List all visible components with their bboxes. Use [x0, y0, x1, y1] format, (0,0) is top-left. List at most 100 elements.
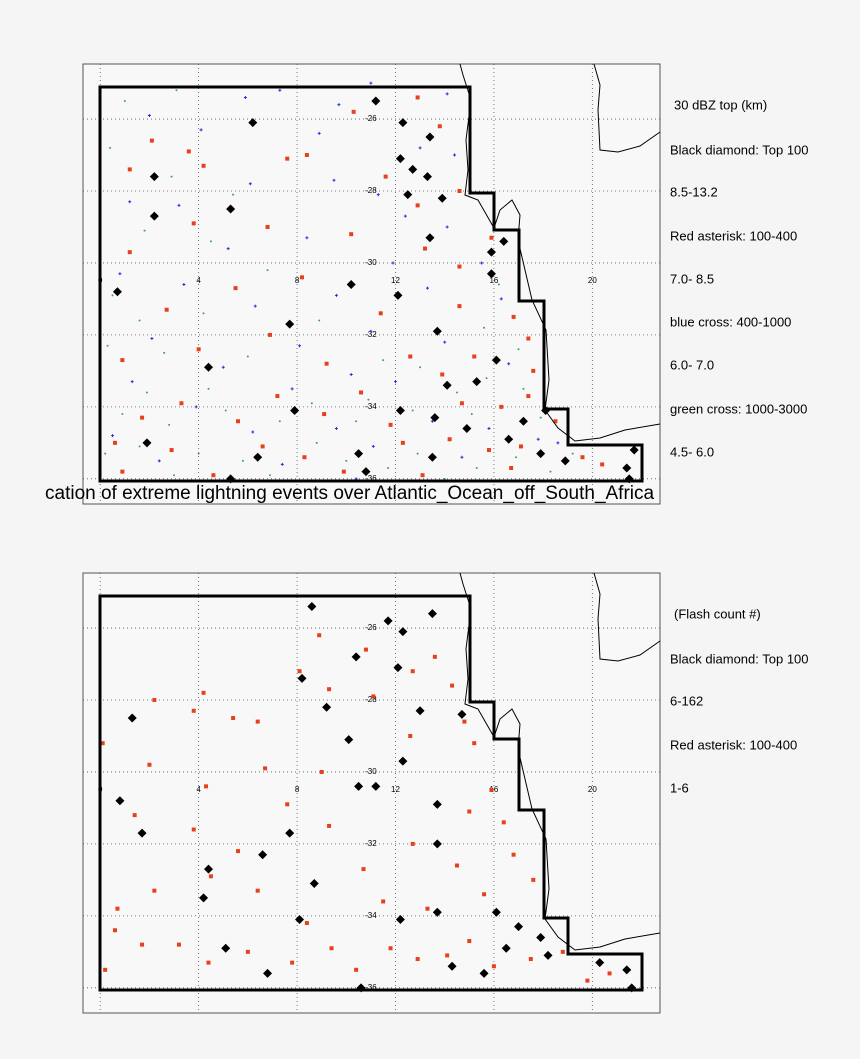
- y-tick-label: -28: [365, 186, 377, 195]
- cross-marker: [391, 261, 395, 265]
- asterisk-marker: [186, 149, 191, 154]
- asterisk-marker: [511, 852, 516, 857]
- y-tick-label: -36: [365, 474, 377, 483]
- x-tick-label: 12: [391, 785, 400, 794]
- region-box: [98, 594, 644, 992]
- asterisk-marker: [351, 109, 356, 114]
- asterisk-marker: [140, 942, 145, 947]
- cross-marker: [403, 214, 407, 218]
- asterisk-marker: [531, 877, 536, 882]
- asterisk-marker: [408, 733, 413, 738]
- asterisk-marker: [457, 264, 462, 269]
- diamond-marker: [504, 434, 514, 444]
- dot-marker: [232, 193, 235, 196]
- y-tick-label: -32: [365, 839, 377, 848]
- cross-marker: [251, 430, 255, 434]
- asterisk-marker: [152, 888, 157, 893]
- cross-marker: [425, 286, 429, 290]
- dot-marker: [315, 441, 318, 444]
- dot-marker: [202, 312, 205, 315]
- legend-entry: (Flash count #): [674, 606, 761, 621]
- dot-marker: [483, 326, 486, 329]
- diamond-marker: [514, 922, 524, 932]
- cross-marker: [393, 380, 397, 384]
- dot-marker: [416, 452, 419, 455]
- asterisk-marker: [415, 957, 420, 962]
- cross-marker: [453, 153, 457, 157]
- dot-marker: [123, 100, 126, 103]
- dot-marker: [475, 467, 478, 470]
- asterisk-marker: [518, 444, 523, 449]
- diamond-marker: [149, 211, 159, 221]
- diamond-marker: [344, 735, 354, 745]
- cross-marker: [278, 88, 282, 92]
- asterisk-marker: [482, 892, 487, 897]
- asterisk-marker: [302, 455, 307, 460]
- y-tick-label: -28: [365, 695, 377, 704]
- cross-marker: [157, 459, 161, 463]
- asterisk-marker: [472, 741, 477, 746]
- asterisk-marker: [275, 394, 280, 399]
- asterisk-marker: [290, 960, 295, 965]
- y-tick-label: -32: [365, 330, 377, 339]
- asterisk-marker: [450, 683, 455, 688]
- cross-marker: [376, 193, 380, 197]
- x-tick-label: 12: [391, 276, 400, 285]
- asterisk-marker: [440, 372, 445, 377]
- x-tick-label: 16: [489, 276, 498, 285]
- asterisk-marker: [491, 964, 496, 969]
- asterisk-marker: [420, 473, 425, 478]
- cross-marker: [111, 434, 115, 438]
- asterisk-marker: [120, 358, 125, 363]
- asterisk-marker: [127, 167, 132, 172]
- asterisk-marker: [329, 946, 334, 951]
- asterisk-marker: [486, 448, 491, 453]
- asterisk-marker: [176, 942, 181, 947]
- asterisk-marker: [140, 415, 145, 420]
- legend-entry: 8.5-13.2: [670, 184, 718, 199]
- cross-marker: [499, 297, 503, 301]
- diamond-marker: [203, 362, 213, 372]
- diamond-marker: [127, 713, 137, 723]
- diamond-marker: [462, 423, 472, 433]
- diamond-marker: [285, 828, 295, 838]
- diamond-marker: [415, 706, 425, 716]
- dot-marker: [145, 391, 148, 394]
- asterisk-marker: [560, 949, 565, 954]
- legend-entry: Red asterisk: 100-400: [670, 228, 797, 243]
- cross-marker: [487, 426, 491, 430]
- asterisk-marker: [327, 823, 332, 828]
- diamond-marker: [149, 172, 159, 182]
- diamond-marker: [501, 943, 511, 953]
- asterisk-marker: [341, 469, 346, 474]
- asterisk-marker: [201, 163, 206, 168]
- diamond-marker: [112, 287, 122, 297]
- asterisk-marker: [265, 224, 270, 229]
- diamond-marker: [536, 932, 546, 942]
- dot-marker: [387, 467, 390, 470]
- legend-entry: green cross: 1000-3000: [670, 401, 807, 416]
- dot-marker: [106, 344, 109, 347]
- legend-entry: 4.5- 6.0: [670, 444, 714, 459]
- dot-marker: [197, 452, 200, 455]
- x-tick-label: 20: [588, 785, 597, 794]
- plot-frame: [82, 572, 661, 1014]
- asterisk-marker: [531, 368, 536, 373]
- cross-marker: [221, 365, 225, 369]
- diamond-marker: [432, 326, 442, 336]
- diamond-marker: [361, 467, 371, 477]
- diamond-marker: [393, 290, 403, 300]
- cross-marker: [337, 103, 341, 107]
- diamond-marker: [622, 463, 632, 473]
- diamond-marker: [395, 405, 405, 415]
- asterisk-marker: [100, 741, 105, 746]
- asterisk-marker: [285, 156, 290, 161]
- asterisk-marker: [211, 473, 216, 478]
- asterisk-marker: [423, 246, 428, 251]
- asterisk-marker: [255, 888, 260, 893]
- marks: [104, 81, 639, 484]
- asterisk-marker: [607, 971, 612, 976]
- asterisk-marker: [268, 332, 273, 337]
- cross-marker: [334, 426, 338, 430]
- asterisk-marker: [169, 448, 174, 453]
